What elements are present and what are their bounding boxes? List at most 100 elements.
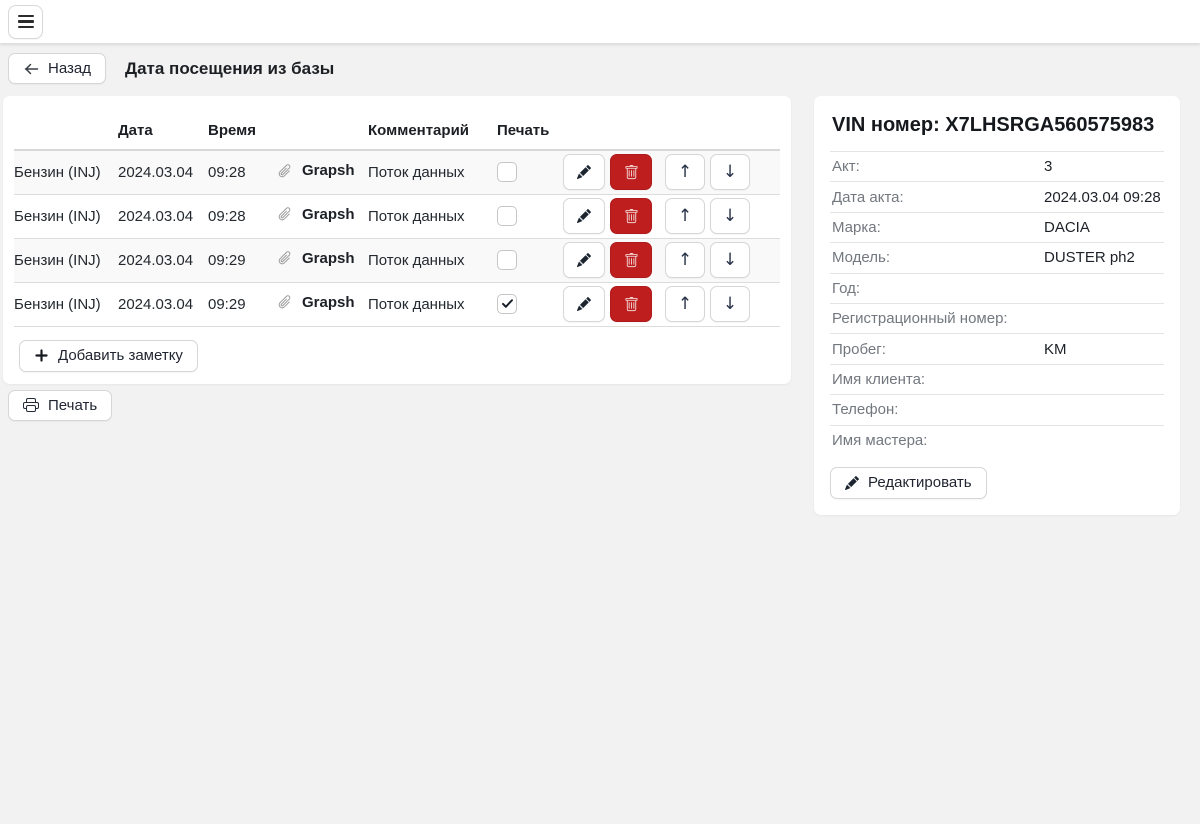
date-cell: 2024.03.04 [118, 207, 194, 225]
vin-field-row: Акт: 3 [830, 151, 1164, 181]
attachment-link[interactable]: Grapsh [302, 205, 355, 223]
comment-cell: Поток данных [368, 207, 465, 225]
delete-row-button[interactable] [610, 242, 652, 278]
vin-field-label: Год: [832, 279, 861, 297]
visit-table-body: Бензин (INJ) 2024.03.04 09:28 Grapsh Пот… [14, 150, 780, 326]
plus-icon [34, 348, 49, 363]
edit-label: Редактировать [868, 474, 972, 492]
attachment-link[interactable]: Grapsh [302, 249, 355, 267]
delete-row-button[interactable] [610, 198, 652, 234]
hamburger-icon [17, 14, 34, 29]
vin-field-label: Модель: [832, 249, 891, 267]
move-up-button[interactable]: ↑ [665, 198, 705, 234]
print-cell [497, 194, 563, 238]
move-down-button[interactable]: ↓ [710, 242, 750, 278]
fuel-type-cell: Бензин (INJ) [14, 295, 101, 313]
pencil-icon [577, 165, 591, 180]
arrow-down-icon: ↓ [722, 161, 738, 182]
back-arrow-icon [23, 61, 39, 77]
add-note-button[interactable]: Добавить заметку [19, 339, 198, 372]
edit-row-button[interactable] [563, 286, 605, 322]
vin-fields: Акт: 3 Дата акта: 2024.03.04 09:28 Марка… [830, 151, 1164, 455]
visits-column: Дата Время Комментарий Печать Бензин (IN… [3, 96, 791, 421]
time-cell: 09:29 [208, 251, 246, 269]
table-row: Бензин (INJ) 2024.03.04 09:28 Grapsh Пот… [14, 194, 780, 238]
delete-row-button[interactable] [610, 154, 652, 191]
print-checkbox[interactable] [497, 205, 517, 226]
pencil-icon [845, 475, 859, 490]
comment-cell: Поток данных [368, 251, 465, 269]
header-type [14, 96, 118, 151]
date-cell: 2024.03.04 [118, 295, 194, 313]
pencil-icon [577, 297, 591, 311]
edit-row-button[interactable] [563, 242, 605, 278]
time-cell: 09:28 [208, 163, 246, 181]
arrow-up-icon: ↑ [677, 205, 693, 226]
arrow-up-icon: ↑ [677, 293, 693, 314]
vin-field-label: Имя мастера: [832, 431, 928, 449]
vin-field-row: Имя клиента: [830, 363, 1164, 394]
vin-title: VIN номер: X7LHSRGA560575983 [832, 114, 1155, 136]
header-actions [563, 96, 780, 151]
edit-button[interactable]: Редактировать [830, 466, 987, 499]
move-down-button[interactable]: ↓ [710, 286, 750, 322]
visits-card: Дата Время Комментарий Печать Бензин (IN… [3, 96, 791, 384]
page-title: Дата посещения из базы [124, 58, 335, 78]
attachment-cell: Grapsh [273, 238, 368, 282]
pencil-icon [577, 253, 591, 267]
header-date: Дата [118, 96, 208, 151]
pencil-icon [577, 209, 591, 223]
paperclip-icon [277, 206, 293, 222]
header-attachment [273, 96, 368, 151]
vin-field-label: Дата акта: [832, 188, 904, 206]
vin-field-value: 2024.03.04 09:28 [1044, 188, 1161, 206]
vin-field-row: Дата акта: 2024.03.04 09:28 [830, 181, 1164, 211]
print-checkbox[interactable] [497, 293, 517, 314]
move-up-button[interactable]: ↑ [665, 154, 705, 191]
fuel-type-cell: Бензин (INJ) [14, 251, 101, 269]
table-row: Бензин (INJ) 2024.03.04 09:29 Grapsh Пот… [14, 238, 780, 282]
header-time: Время [208, 96, 273, 151]
edit-row-button[interactable] [563, 198, 605, 234]
fuel-type-cell: Бензин (INJ) [14, 207, 101, 225]
move-up-button[interactable]: ↑ [665, 286, 705, 322]
table-header-row: Дата Время Комментарий Печать [14, 96, 780, 151]
vin-field-row: Телефон: [830, 394, 1164, 424]
arrow-down-icon: ↓ [722, 293, 738, 314]
move-down-button[interactable]: ↓ [710, 198, 750, 234]
trash-icon [624, 252, 639, 268]
fuel-type-cell: Бензин (INJ) [14, 163, 101, 181]
comment-cell: Поток данных [368, 163, 465, 181]
print-checkbox[interactable] [497, 162, 517, 182]
attachment-link[interactable]: Grapsh [302, 293, 355, 311]
attachment-link[interactable]: Grapsh [302, 162, 355, 179]
move-down-button[interactable]: ↓ [710, 154, 750, 191]
add-note-label: Добавить заметку [58, 347, 183, 364]
date-cell: 2024.03.04 [118, 163, 194, 181]
trash-icon [624, 208, 639, 224]
time-cell: 09:28 [208, 207, 246, 225]
time-cell: 09:29 [208, 295, 246, 313]
vin-field-label: Акт: [832, 158, 860, 176]
print-cell [497, 282, 563, 326]
edit-row-button[interactable] [563, 154, 605, 191]
vin-panel: VIN номер: X7LHSRGA560575983 Акт: 3 Дата… [814, 96, 1180, 515]
print-cell [497, 150, 563, 194]
table-row: Бензин (INJ) 2024.03.04 09:29 Grapsh Пот… [14, 282, 780, 326]
vin-field-value: DACIA [1044, 218, 1090, 236]
visits-table: Дата Время Комментарий Печать Бензин (IN… [14, 96, 780, 327]
menu-button[interactable] [8, 4, 43, 39]
actions-cell: ↑ ↓ [563, 238, 780, 282]
vin-field-value: 3 [1044, 158, 1053, 176]
print-button[interactable]: Печать [8, 389, 113, 421]
top-bar [0, 0, 1200, 43]
vin-field-value: DUSTER ph2 [1044, 249, 1135, 267]
back-button[interactable]: Назад [8, 53, 106, 84]
move-up-button[interactable]: ↑ [665, 242, 705, 278]
attachment-cell: Grapsh [273, 282, 368, 326]
paperclip-icon [277, 250, 293, 266]
delete-row-button[interactable] [610, 286, 652, 322]
print-checkbox[interactable] [497, 249, 517, 270]
vin-field-row: Год: [830, 272, 1164, 303]
comment-cell: Поток данных [368, 295, 465, 313]
